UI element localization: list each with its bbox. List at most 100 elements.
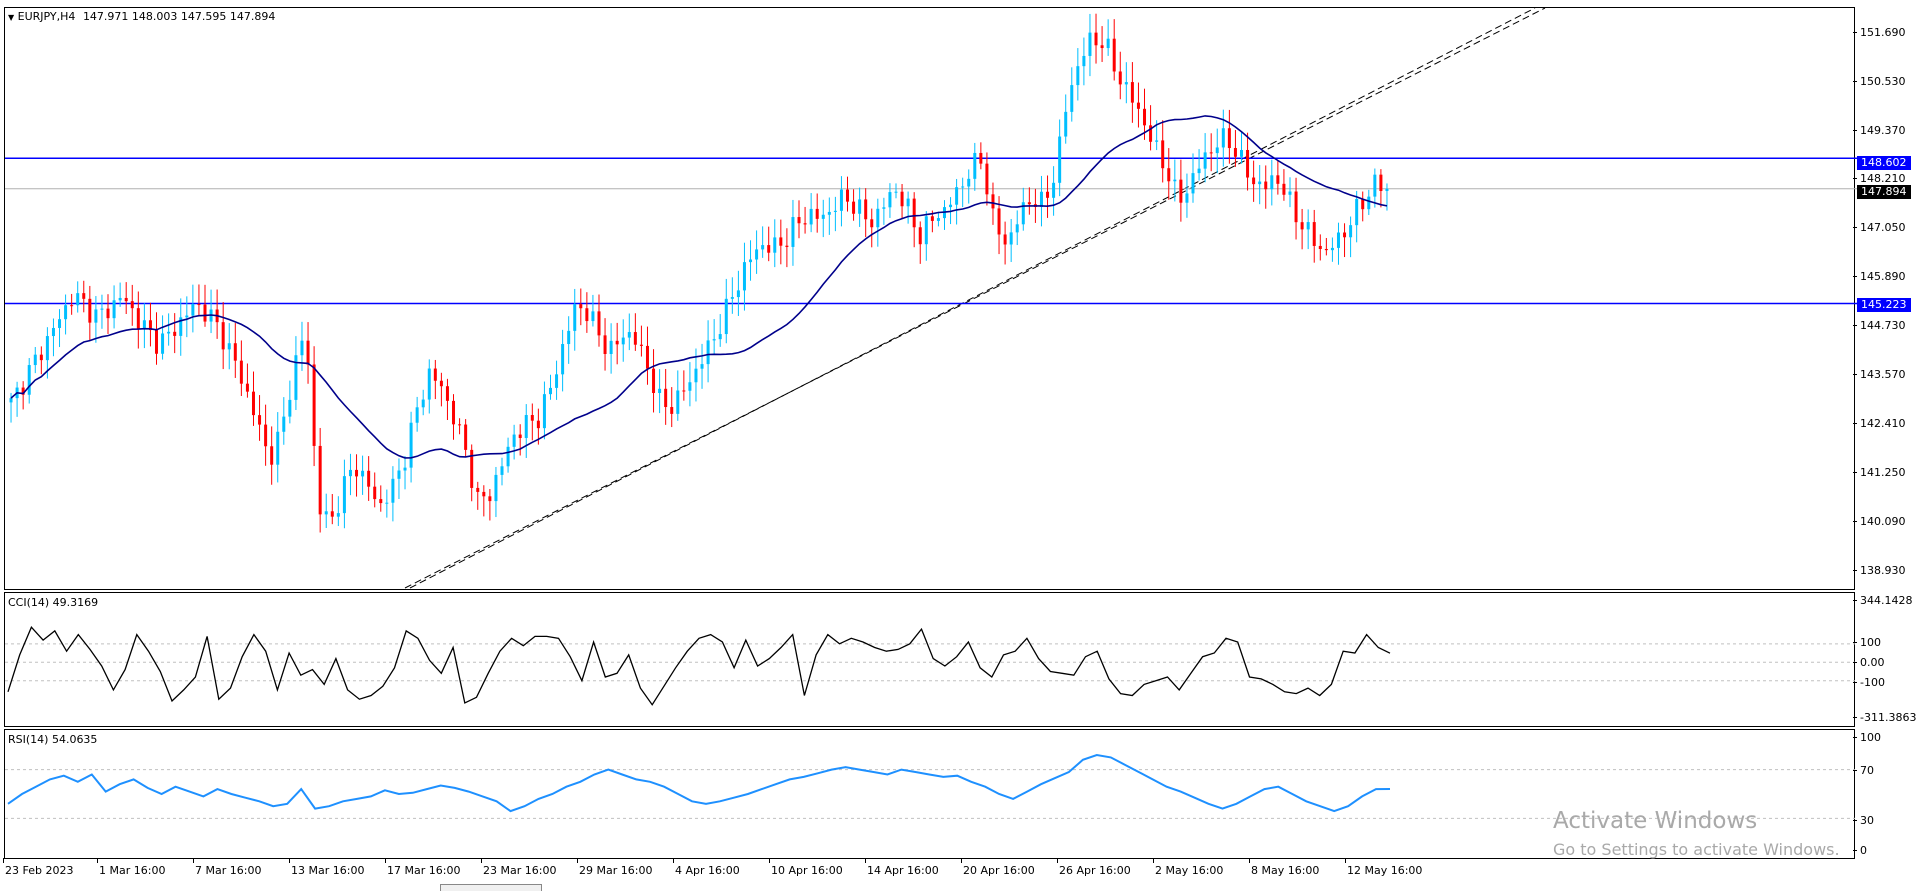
- candle-body: [627, 332, 631, 338]
- candle-body: [724, 298, 728, 335]
- candle-body: [852, 201, 856, 214]
- rsi-tick: 30: [1853, 814, 1874, 827]
- candle-body: [1173, 179, 1177, 182]
- candle-body: [749, 259, 753, 263]
- price-pane[interactable]: [4, 7, 1855, 590]
- activation-watermark-text: Go to Settings to activate Windows.: [1553, 840, 1840, 859]
- candle-body: [997, 208, 1001, 235]
- candle-body: [1324, 248, 1328, 251]
- current-price-tag: 147.894: [1857, 185, 1911, 199]
- candle-body: [1124, 82, 1128, 85]
- candle-body: [1233, 148, 1237, 157]
- time-tick: 26 Apr 16:00: [1059, 864, 1131, 877]
- candle-body: [94, 309, 98, 323]
- cci-tick: -311.3863: [1852, 711, 1916, 724]
- candle-body: [27, 365, 31, 395]
- candle-body: [664, 388, 668, 408]
- time-tick-mark: [577, 858, 578, 863]
- time-tick-mark: [481, 858, 482, 863]
- candle-body: [142, 320, 146, 329]
- trendline-upper: [404, 7, 1546, 589]
- candle-body: [609, 340, 613, 355]
- candle-body: [373, 486, 377, 500]
- candle-body: [1149, 125, 1153, 142]
- candle-body: [785, 245, 789, 247]
- candle-body: [245, 383, 249, 392]
- rsi-pane[interactable]: [4, 729, 1855, 859]
- candle-body: [555, 374, 559, 388]
- candle-body: [112, 300, 116, 319]
- chart-tab[interactable]: [440, 884, 542, 891]
- candle-body: [1276, 175, 1280, 184]
- candle-body: [973, 152, 977, 179]
- candle-body: [1064, 111, 1068, 137]
- candle-body: [124, 297, 128, 302]
- price-tick: 149.370: [1853, 124, 1906, 137]
- candle-body: [355, 469, 359, 477]
- candle-body: [906, 198, 910, 207]
- candle-body: [76, 293, 80, 306]
- triangle-down-icon[interactable]: ▼: [8, 13, 15, 22]
- time-tick: 10 Apr 16:00: [771, 864, 843, 877]
- candle-body: [494, 474, 498, 502]
- candle-body: [1385, 188, 1389, 192]
- candle-body: [1318, 245, 1322, 249]
- candle-body: [924, 216, 928, 245]
- candle-body: [482, 491, 486, 497]
- ohlc-values: 147.971 148.003 147.595 147.894: [82, 10, 276, 23]
- cci-pane[interactable]: [4, 592, 1855, 727]
- candle-body: [688, 382, 692, 391]
- candle-body: [100, 308, 104, 310]
- time-tick: 13 Mar 16:00: [291, 864, 365, 877]
- candle-body: [1312, 222, 1316, 246]
- time-tick-mark: [3, 858, 4, 863]
- candle-body: [258, 415, 262, 425]
- candle-body: [348, 469, 352, 477]
- candle-body: [603, 335, 607, 355]
- candle-body: [312, 364, 316, 446]
- price-axis: 151.690 150.530 149.370 148.210 147.050 …: [1853, 0, 1920, 590]
- candle-body: [1179, 179, 1183, 203]
- candle-body: [658, 388, 662, 394]
- candle-body: [264, 424, 268, 447]
- candle-body: [742, 262, 746, 291]
- candle-body: [58, 319, 62, 328]
- candle-body: [70, 305, 74, 307]
- rsi-line: [7, 753, 1391, 813]
- price-tick: 148.210: [1853, 172, 1906, 185]
- candle-body: [330, 511, 334, 517]
- candle-body: [597, 311, 601, 336]
- time-tick: 7 Mar 16:00: [195, 864, 262, 877]
- candle-body: [1336, 232, 1340, 248]
- candle-body: [488, 496, 492, 502]
- candle-body: [191, 304, 195, 316]
- cci-tick: 344.1428: [1853, 594, 1913, 607]
- candle-body: [1221, 128, 1225, 148]
- cci-tick: 100: [1853, 636, 1881, 649]
- price-tick: 143.570: [1853, 368, 1906, 381]
- candle-body: [39, 354, 43, 361]
- candle-body: [1191, 173, 1195, 194]
- candle-body: [864, 199, 868, 220]
- candle-body: [1058, 136, 1062, 183]
- candle-body: [833, 210, 837, 212]
- candle-body: [221, 322, 225, 350]
- candle-body: [1227, 128, 1231, 149]
- level-upper-tag[interactable]: 148.602: [1857, 156, 1911, 170]
- time-tick-mark: [865, 858, 866, 863]
- level-lower-tag[interactable]: 145.223: [1857, 298, 1911, 312]
- candle-body: [1264, 181, 1268, 190]
- time-tick: 23 Mar 16:00: [483, 864, 557, 877]
- candle-body: [130, 301, 134, 309]
- cci-tick: -100: [1853, 676, 1885, 689]
- candle-body: [536, 420, 540, 429]
- candle-body: [294, 355, 298, 400]
- candle-body: [506, 446, 510, 467]
- time-tick-mark: [97, 858, 98, 863]
- candle-body: [767, 245, 771, 253]
- candle-body: [694, 368, 698, 383]
- candle-body: [512, 434, 516, 447]
- moving-average-line: [10, 115, 1388, 459]
- candle-body: [148, 320, 152, 331]
